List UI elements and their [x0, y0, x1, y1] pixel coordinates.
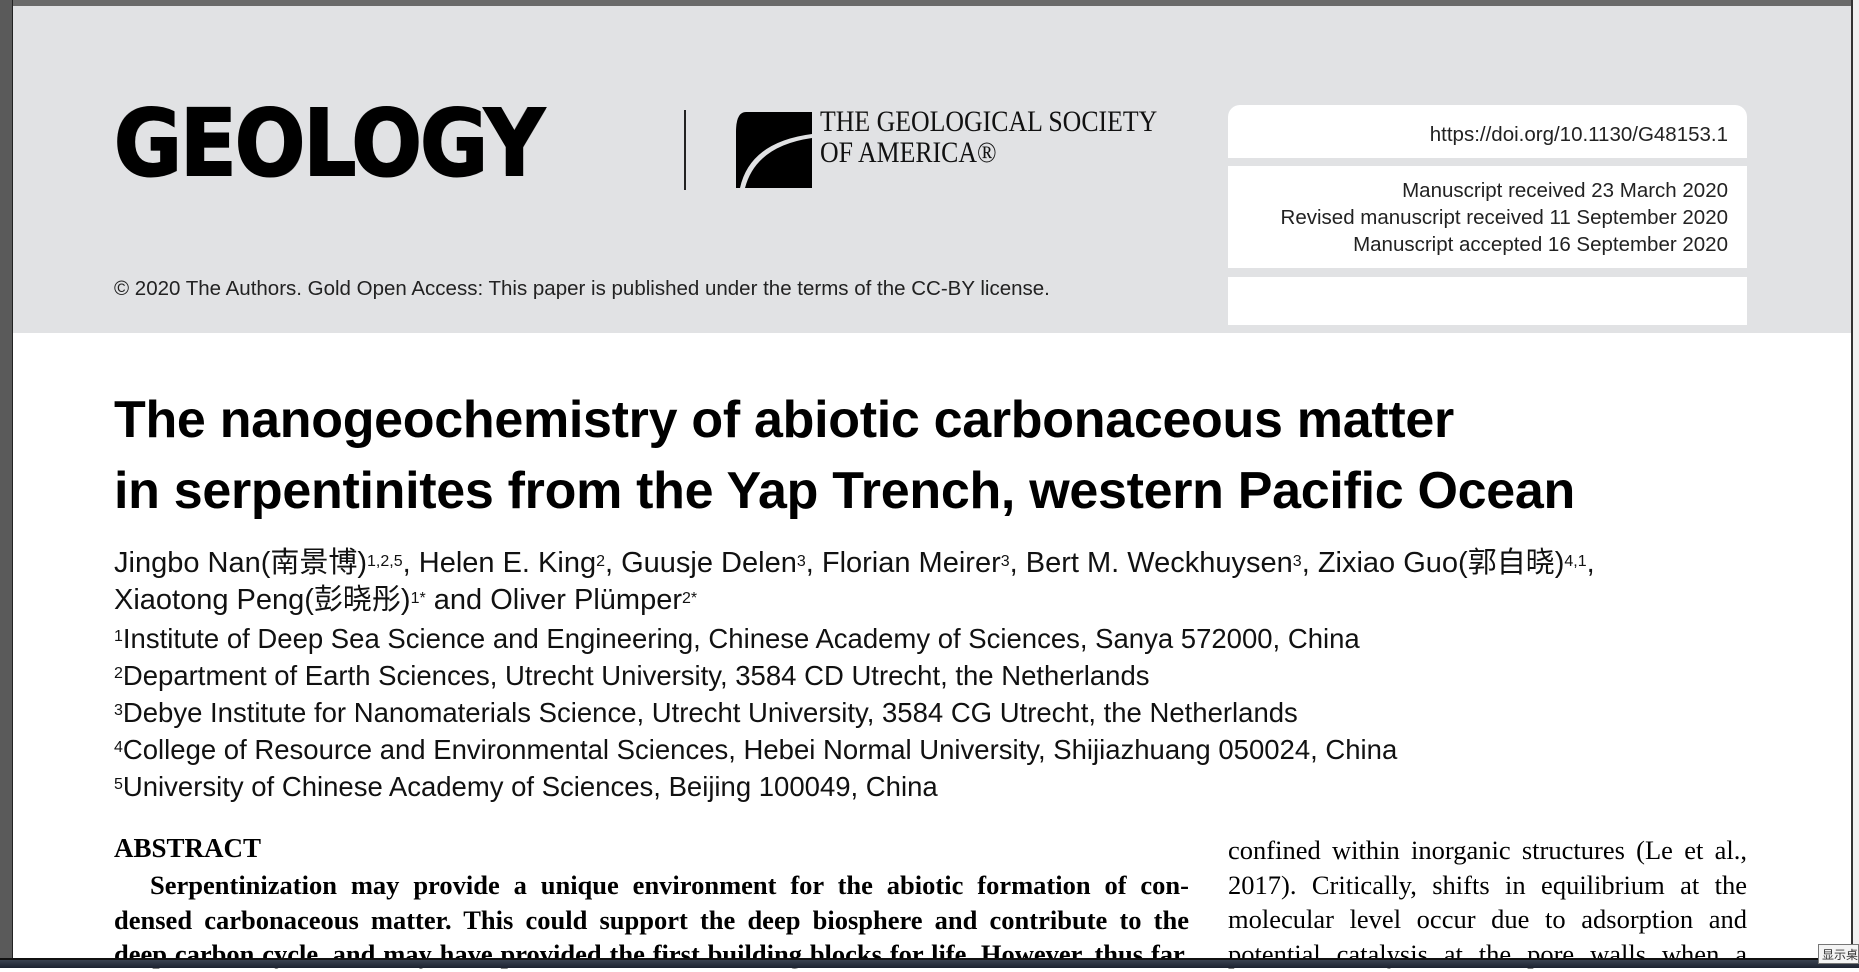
author-name: Florian Meirer — [821, 547, 1001, 579]
author-affil: 1* — [410, 590, 426, 607]
author-name: Xiaotong Peng(彭晓彤) — [114, 584, 411, 616]
affiliation: 1Institute of Deep Sea Science and Engin… — [114, 620, 1397, 657]
author-affil: 2 — [596, 553, 605, 570]
society-line-2: OF AMERICA® — [820, 136, 997, 169]
author-sep: , — [805, 547, 822, 579]
body-line: confined within inorganic structures (Le… — [1228, 835, 1747, 865]
affiliation-list: 1Institute of Deep Sea Science and Engin… — [114, 620, 1397, 805]
affiliation-text: College of Resource and Environmental Sc… — [122, 734, 1398, 765]
author-sep: , — [1586, 547, 1595, 579]
abstract-heading: ABSTRACT — [114, 833, 262, 863]
geology-logo: GEOLOGY — [113, 90, 545, 197]
title-line-2: in serpentinites from the Yap Trench, we… — [114, 462, 1575, 520]
date-revised: Revised manuscript received 11 September… — [1280, 206, 1728, 229]
author-sep: , — [402, 547, 419, 579]
author-line-2: Xiaotong Peng(彭晓彤)1* and Oliver Plümper2… — [114, 582, 1595, 619]
author-sep: , — [604, 547, 622, 579]
empty-info-box — [1228, 277, 1747, 325]
affiliation-number: 3 — [114, 702, 123, 719]
author-sep: and — [425, 584, 491, 616]
window-top-border — [0, 0, 1859, 6]
viewer-edge — [1851, 0, 1853, 966]
copyright-notice: © 2020 The Authors. Gold Open Access: Th… — [114, 277, 1050, 300]
abstract-line: Serpentinization may provide a unique en… — [150, 870, 1189, 900]
date-received: Manuscript received 23 March 2020 — [1402, 179, 1728, 202]
affiliation-number: 1 — [114, 628, 123, 645]
body-text-right-column: confined within inorganic structures (Le… — [1228, 833, 1747, 971]
affiliation-text: Institute of Deep Sea Science and Engine… — [122, 623, 1360, 654]
society-name: THE GEOLOGICAL SOCIETY OF AMERICA® — [820, 106, 1157, 168]
affiliation-text: University of Chinese Academy of Science… — [122, 771, 938, 802]
author-sep: , — [1301, 547, 1318, 579]
affiliation: 4College of Resource and Environmental S… — [114, 731, 1397, 768]
title-line-1: The nanogeochemistry of abiotic carbonac… — [114, 391, 1454, 449]
affiliation-text: Debye Institute for Nanomaterials Scienc… — [122, 697, 1298, 728]
author-affil: 3 — [796, 553, 806, 570]
affiliation-text: Department of Earth Sciences, Utrecht Un… — [122, 660, 1150, 691]
affiliation-number: 4 — [114, 739, 123, 756]
taskbar — [0, 958, 1859, 968]
author-name: Helen E. King — [418, 547, 597, 579]
author-name: Oliver Plümper — [490, 584, 682, 616]
doi-link[interactable]: https://doi.org/10.1130/G48153.1 — [1429, 123, 1728, 146]
author-affil: 1,2,5 — [367, 553, 403, 570]
affiliation: 5University of Chinese Academy of Scienc… — [114, 768, 1397, 805]
window-left-border — [0, 0, 13, 966]
logo-divider — [684, 110, 686, 190]
doi-box: https://doi.org/10.1130/G48153.1 — [1228, 105, 1747, 158]
body-line: 2017). Critically, shifts in equilibrium… — [1228, 869, 1747, 900]
author-sep: , — [1009, 547, 1026, 579]
author-affil: 3 — [1292, 553, 1302, 570]
affiliation-number: 5 — [114, 776, 123, 793]
body-line: molecular level occur due to adsorption … — [1228, 904, 1747, 934]
vertical-scrollbar[interactable] — [1853, 0, 1859, 966]
dates-box: Manuscript received 23 March 2020 Revise… — [1228, 166, 1747, 268]
author-affil: 2* — [682, 590, 698, 607]
author-affil: 4,1 — [1564, 553, 1587, 570]
affiliation: 3Debye Institute for Nanomaterials Scien… — [114, 694, 1397, 731]
author-name: Guusje Delen — [621, 547, 797, 579]
author-name: Zixiao Guo(郭自晓) — [1317, 547, 1565, 579]
show-desktop-tooltip: 显示桌 — [1818, 944, 1859, 964]
gsa-logo-icon — [736, 112, 812, 188]
affiliation-number: 2 — [114, 665, 123, 682]
article-title: The nanogeochemistry of abiotic carbonac… — [114, 385, 1575, 527]
abstract-line: densed carbonaceous matter. This could s… — [114, 904, 1189, 935]
affiliation: 2Department of Earth Sciences, Utrecht U… — [114, 657, 1397, 694]
abstract-text: Serpentinization may provide a unique en… — [114, 868, 1189, 972]
date-accepted: Manuscript accepted 16 September 2020 — [1353, 233, 1728, 256]
author-line-1: Jingbo Nan(南景博)1,2,5, Helen E. King2, Gu… — [114, 545, 1595, 582]
author-affil: 3 — [1000, 553, 1010, 570]
author-list: Jingbo Nan(南景博)1,2,5, Helen E. King2, Gu… — [114, 545, 1595, 619]
author-name: Bert M. Weckhuysen — [1025, 547, 1293, 579]
author-name: Jingbo Nan(南景博) — [114, 547, 368, 579]
society-line-1: THE GEOLOGICAL SOCIETY — [820, 105, 1158, 138]
